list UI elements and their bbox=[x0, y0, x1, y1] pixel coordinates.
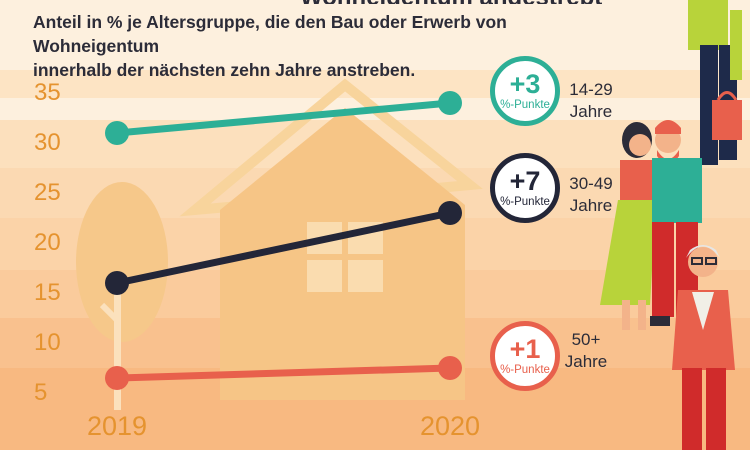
y-tick-label: 15 bbox=[34, 279, 61, 306]
clipped-title-strip: Wohneigentum angestrebt bbox=[300, 0, 620, 4]
y-tick-label: 5 bbox=[34, 379, 48, 406]
change-unit: %-Punkte bbox=[500, 99, 550, 111]
data-point bbox=[438, 91, 462, 115]
data-point bbox=[105, 121, 129, 145]
chart-subtitle: Anteil in % je Altersgruppe, die den Bau… bbox=[33, 12, 507, 80]
group-label-14-29: 14-29 Jahre bbox=[569, 80, 613, 121]
change-badge: +3 %-Punkte bbox=[490, 56, 560, 126]
series-line bbox=[116, 99, 451, 137]
person-young-icon bbox=[688, 0, 742, 165]
change-value: +7 bbox=[509, 166, 541, 196]
data-point bbox=[105, 271, 129, 295]
y-tick-label: 25 bbox=[34, 179, 61, 206]
tree-trunk bbox=[114, 290, 121, 410]
change-badge: +7 %-Punkte bbox=[490, 153, 560, 223]
y-tick-label: 10 bbox=[34, 329, 61, 356]
data-point bbox=[438, 356, 462, 380]
tree-branch bbox=[99, 302, 120, 323]
change-unit: %-Punkte bbox=[500, 196, 550, 208]
tree-icon bbox=[76, 182, 168, 342]
x-tick-label: 2020 bbox=[419, 411, 481, 441]
data-point bbox=[105, 366, 129, 390]
series-line bbox=[116, 364, 451, 382]
person-senior-icon bbox=[672, 245, 735, 450]
change-badge: +1 %-Punkte bbox=[490, 321, 560, 391]
change-unit: %-Punkte bbox=[500, 364, 550, 376]
y-tick-label: 35 bbox=[34, 79, 61, 106]
group-label-50plus: 50+ Jahre bbox=[564, 330, 608, 371]
y-tick-label: 20 bbox=[34, 229, 61, 256]
group-label-30-49: 30-49 Jahre bbox=[569, 174, 613, 215]
person-woman-icon bbox=[600, 122, 656, 330]
change-value: +3 bbox=[509, 69, 541, 99]
data-point bbox=[438, 201, 462, 225]
person-man-icon bbox=[650, 120, 702, 326]
x-tick-label: 2019 bbox=[86, 411, 148, 441]
change-value: +1 bbox=[509, 334, 541, 364]
series-line bbox=[116, 209, 451, 287]
band bbox=[0, 70, 750, 98]
plot-area bbox=[105, 91, 462, 390]
y-tick-label: 30 bbox=[34, 129, 61, 156]
